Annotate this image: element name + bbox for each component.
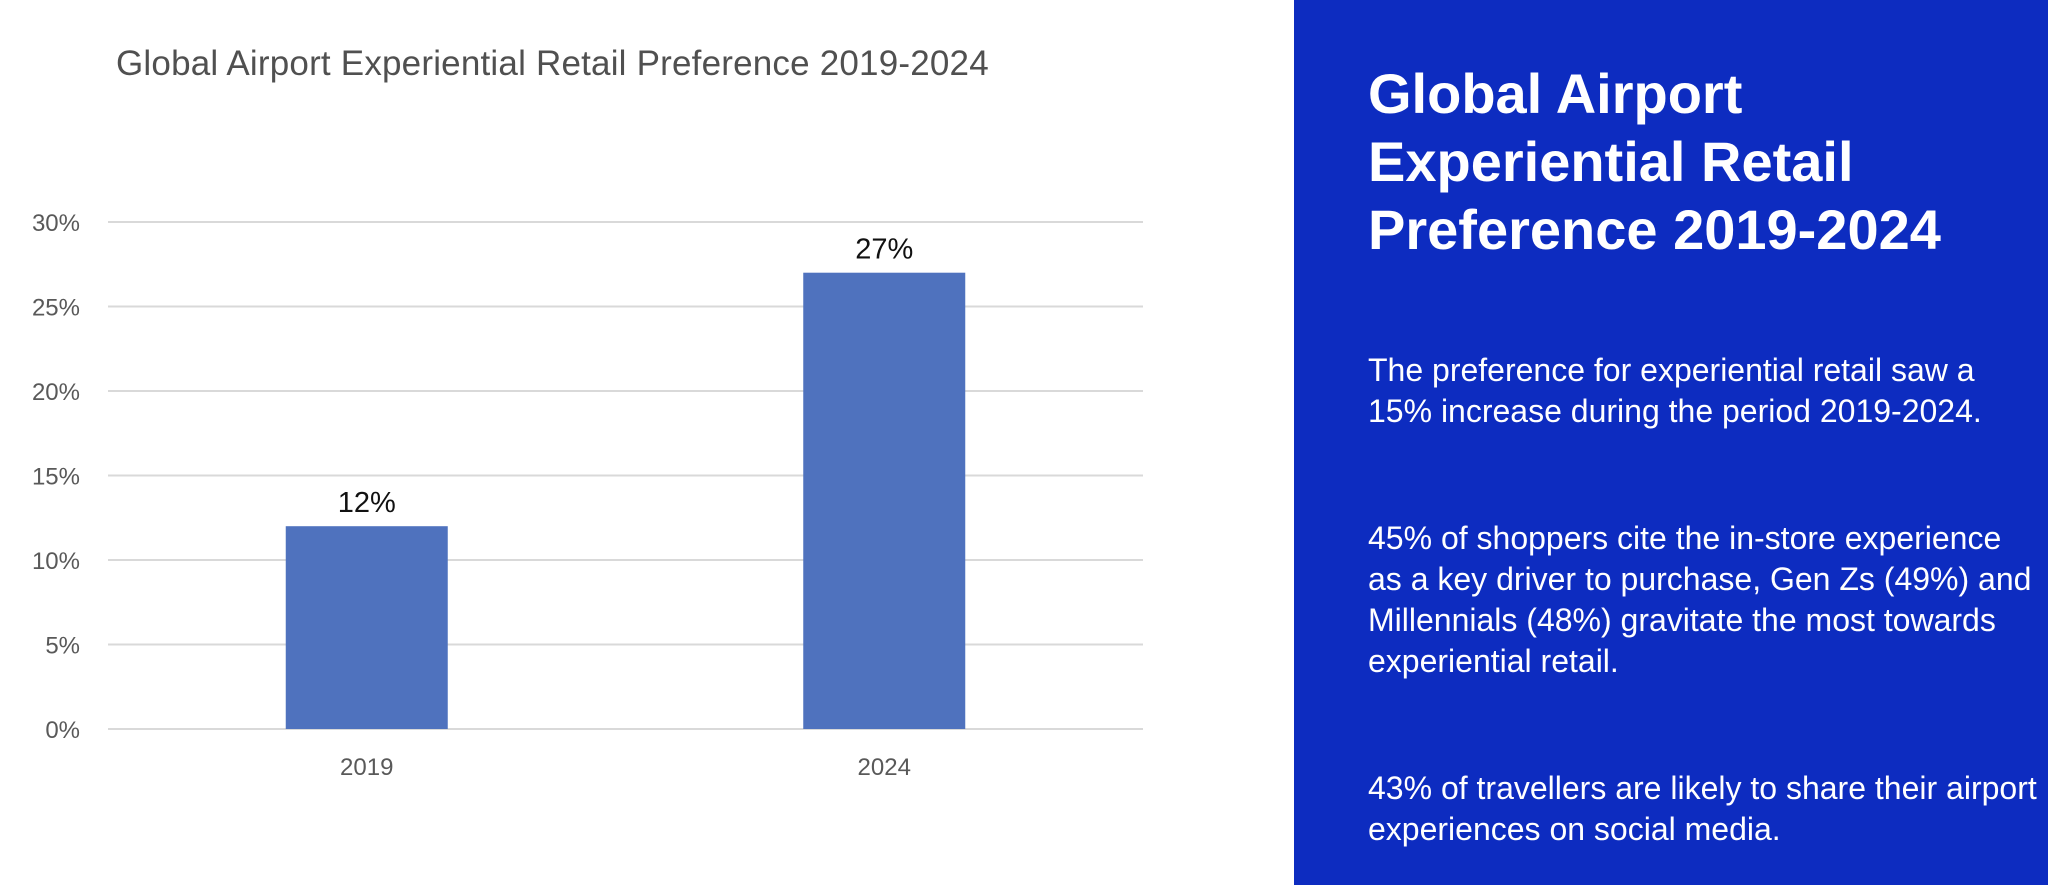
y-tick-label: 10% (32, 548, 80, 575)
y-tick-label: 25% (32, 295, 80, 322)
data-label: 27% (855, 234, 913, 266)
panel-paragraph-3: 43% of travellers are likely to share th… (1368, 770, 2037, 847)
y-tick-label: 0% (45, 717, 80, 744)
y-tick-label: 30% (32, 210, 80, 237)
y-tick-label: 15% (32, 464, 80, 491)
data-label: 12% (338, 487, 396, 519)
bar (285, 526, 448, 729)
panel-paragraph-2: 45% of shoppers cite the in-store experi… (1368, 520, 2032, 679)
x-tick-label: 2024 (858, 754, 911, 781)
y-tick-label: 5% (45, 633, 80, 660)
chart-area: Global Airport Experiential Retail Prefe… (31, 44, 1143, 781)
panel-paragraph-1: The preference for experiential retail s… (1368, 352, 1982, 429)
info-panel: Global Airport Experiential Retail Prefe… (1294, 0, 2048, 885)
panel-title: Global Airport Experiential Retail Prefe… (1368, 62, 1941, 261)
y-tick-label: 20% (32, 379, 80, 406)
chart-title: Global Airport Experiential Retail Prefe… (116, 44, 989, 83)
x-tick-label: 2019 (340, 754, 393, 781)
bar (803, 272, 966, 729)
bar-chart: 0% 5% 10% 15% 20% 25% 30% 12% 2019 27% 2024 (32, 210, 1143, 781)
